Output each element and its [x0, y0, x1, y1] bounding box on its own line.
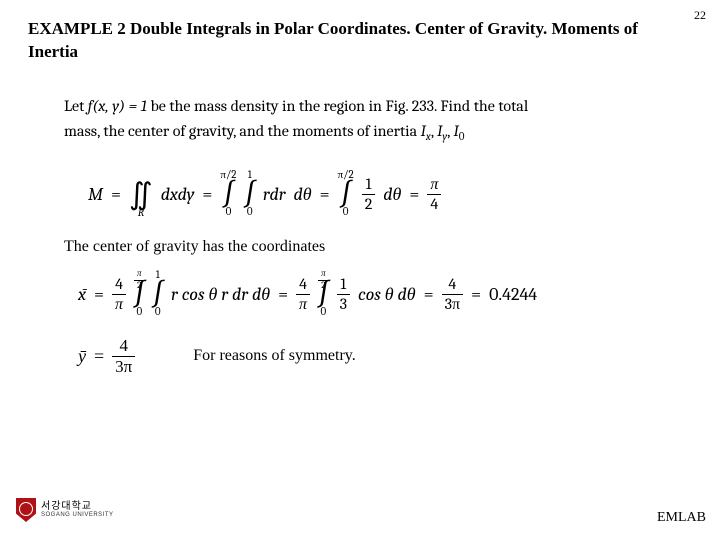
page-number: 22: [694, 8, 706, 23]
denominator: π: [296, 294, 310, 313]
integrand: r cos θ r dr dθ: [171, 284, 270, 305]
page-title: EXAMPLE 2 Double Integrals in Polar Coor…: [28, 18, 692, 64]
numerator: 1: [337, 276, 349, 294]
inner-integral: 1 ∫ 0: [245, 170, 255, 219]
shield-icon: [16, 498, 36, 522]
numerator: 1: [363, 176, 375, 194]
dtheta: dθ: [294, 184, 312, 205]
one-third: 1 3: [337, 276, 350, 313]
lower-limit: 0: [226, 207, 232, 219]
outer-integral: π/2 ∫ 0: [220, 170, 236, 219]
equals: =: [94, 284, 104, 305]
uni-name-kr: 서강대학교: [41, 502, 114, 512]
equals: =: [471, 284, 481, 305]
denominator: 2: [362, 194, 376, 213]
pi-over-4: π 4: [427, 176, 441, 213]
problem-text: be the mass density in the region in Fig…: [147, 97, 528, 115]
I0-sub: 0: [459, 130, 465, 143]
four-over-3pi: 4 3π: [442, 276, 463, 313]
Ix-sub: x: [426, 130, 431, 143]
Iy-sub: y: [442, 130, 447, 143]
denominator: π: [112, 294, 126, 313]
numerator: π: [427, 176, 441, 194]
single-integral: π 2 ∫ 0: [318, 270, 329, 319]
double-integral: ∬ R: [129, 169, 153, 220]
xbar-value: 0.4244: [489, 284, 537, 305]
denominator: 3: [337, 294, 350, 313]
equals: =: [424, 284, 434, 305]
symmetry-text: For reasons of symmetry.: [193, 347, 356, 365]
denominator: 3π: [112, 356, 135, 376]
four-over-3pi: 4 3π: [112, 337, 135, 376]
costheta-dtheta: cos θ dθ: [358, 284, 416, 305]
equals: =: [111, 184, 121, 205]
equals: =: [409, 184, 419, 205]
dtheta: dθ: [383, 184, 401, 205]
outer-integral: π 2 ∫ 0: [134, 270, 145, 319]
ybar-symbol: ȳ: [78, 346, 86, 367]
four-over-pi: 4 π: [296, 276, 310, 313]
one-half: 1 2: [362, 176, 376, 213]
lower-limit: 0: [155, 307, 161, 319]
university-logo: 서강대학교 SOGANG UNIVERSITY: [16, 498, 114, 522]
uni-name-en: SOGANG UNIVERSITY: [41, 512, 114, 518]
M-symbol: M: [88, 184, 103, 205]
rdr: rdr: [263, 184, 286, 205]
equals: =: [94, 346, 104, 367]
lower-limit: 0: [247, 207, 253, 219]
problem-text: Let: [64, 97, 88, 115]
problem-text: mass, the center of gravity, and the mom…: [64, 122, 421, 140]
numerator: 4: [296, 276, 310, 294]
lower-limit: 0: [343, 207, 349, 219]
equals: =: [320, 184, 330, 205]
lab-label: EMLAB: [657, 510, 706, 526]
dxdy: dxdy: [161, 184, 195, 205]
inner-integral: 1 ∫ 0: [153, 270, 163, 319]
region-R: R: [138, 208, 144, 220]
equals: =: [278, 284, 288, 305]
content-area: EXAMPLE 2 Double Integrals in Polar Coor…: [0, 0, 720, 376]
single-integral: π/2 ∫ 0: [338, 170, 354, 219]
fx-expr: f(x, y) = 1: [88, 97, 147, 115]
numerator: 4: [112, 276, 126, 294]
numerator: 4: [445, 276, 459, 294]
mass-equation: M = ∬ R dxdy = π/2 ∫ 0 1 ∫ 0 rdr dθ = π/…: [88, 169, 692, 220]
xbar-equation: x̄ = 4 π π 2 ∫ 0 1 ∫ 0 r cos θ r dr dθ =…: [78, 270, 692, 319]
ybar-row: ȳ = 4 3π For reasons of symmetry.: [78, 337, 692, 376]
denominator: 3π: [442, 294, 463, 313]
university-name: 서강대학교 SOGANG UNIVERSITY: [41, 502, 114, 518]
cg-label: The center of gravity has the coordinate…: [64, 238, 692, 256]
numerator: 4: [116, 337, 131, 356]
lower-limit: 0: [136, 307, 142, 319]
xbar-symbol: x̄: [78, 284, 86, 305]
lower-limit: 0: [320, 307, 326, 319]
denominator: 4: [427, 194, 441, 213]
equals: =: [202, 184, 212, 205]
four-over-pi: 4 π: [112, 276, 126, 313]
problem-statement: Let f(x, y) = 1 be the mass density in t…: [64, 94, 692, 145]
